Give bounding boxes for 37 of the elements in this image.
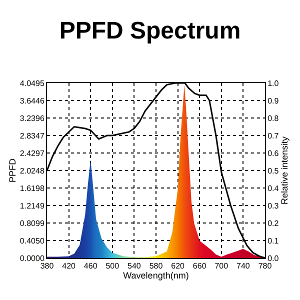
x-tick-label: 380 — [40, 262, 54, 271]
y-tick-label: 2.4297 — [20, 148, 45, 158]
x-tick-label: 500 — [106, 262, 120, 271]
y-tick-label: 1.2149 — [20, 201, 45, 210]
y-tick-label: 0.4050 — [20, 236, 45, 246]
x-tick-label: 540 — [128, 262, 142, 271]
y2-tick-label: 0.8 — [268, 114, 280, 123]
y2-tick-label: 0.6 — [268, 148, 280, 158]
x-tick-label: 580 — [149, 262, 164, 271]
y2-tick-label: 0.5 — [268, 166, 280, 176]
x-tick-label: 620 — [171, 262, 186, 271]
y-tick-label: 0.8099 — [20, 218, 45, 228]
y-tick-label: 2.8347 — [20, 131, 45, 140]
y2-tick-label: 1.0 — [268, 78, 280, 88]
y2-tick-label: 0.3 — [268, 201, 280, 210]
y-tick-label: 0.0000 — [20, 254, 45, 263]
x-tick-label: 660 — [192, 262, 207, 271]
y2-tick-label: 0.1 — [268, 236, 280, 246]
y-tick-label: 2.0248 — [20, 166, 45, 176]
y2-tick-label: 0.0 — [268, 254, 280, 263]
x-tick-label: 460 — [84, 262, 98, 271]
y2-tick-label: 0.7 — [268, 131, 280, 140]
y2-tick-label: 0.2 — [268, 218, 280, 228]
x-tick-label: 700 — [214, 262, 229, 271]
y-axis-title: PPFD — [7, 158, 18, 183]
y-tick-label: 4.0495 — [20, 78, 45, 88]
y2-tick-label: 0.4 — [268, 184, 280, 193]
y2-tick-label: 0.9 — [268, 96, 280, 106]
y-tick-label: 1.6198 — [20, 184, 45, 193]
y2-axis-title: Relative intensity — [279, 136, 290, 205]
x-tick-label: 420 — [62, 262, 76, 271]
x-axis-title: Wavelength(nm) — [123, 270, 189, 281]
y-tick-label: 3.2396 — [20, 114, 45, 123]
x-tick-label: 780 — [258, 262, 272, 271]
chart-title: PPFD Spectrum — [59, 17, 241, 44]
y-tick-label: 3.6446 — [20, 96, 45, 106]
x-tick-label: 740 — [236, 262, 250, 271]
